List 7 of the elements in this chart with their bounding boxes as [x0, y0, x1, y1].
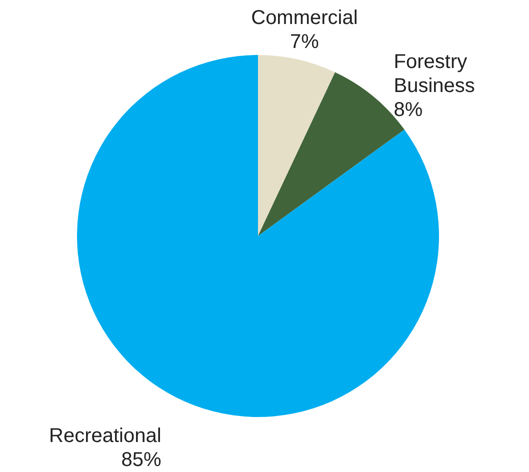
slice-label: Forestry Business	[394, 50, 475, 97]
data-label: 85%	[121, 448, 162, 471]
slice-label: Commercial	[251, 7, 358, 30]
slice-label: Recreational	[49, 424, 162, 447]
data-label: 7%	[290, 31, 320, 54]
data-label: 8%	[394, 98, 423, 121]
pie-slice	[258, 55, 336, 236]
